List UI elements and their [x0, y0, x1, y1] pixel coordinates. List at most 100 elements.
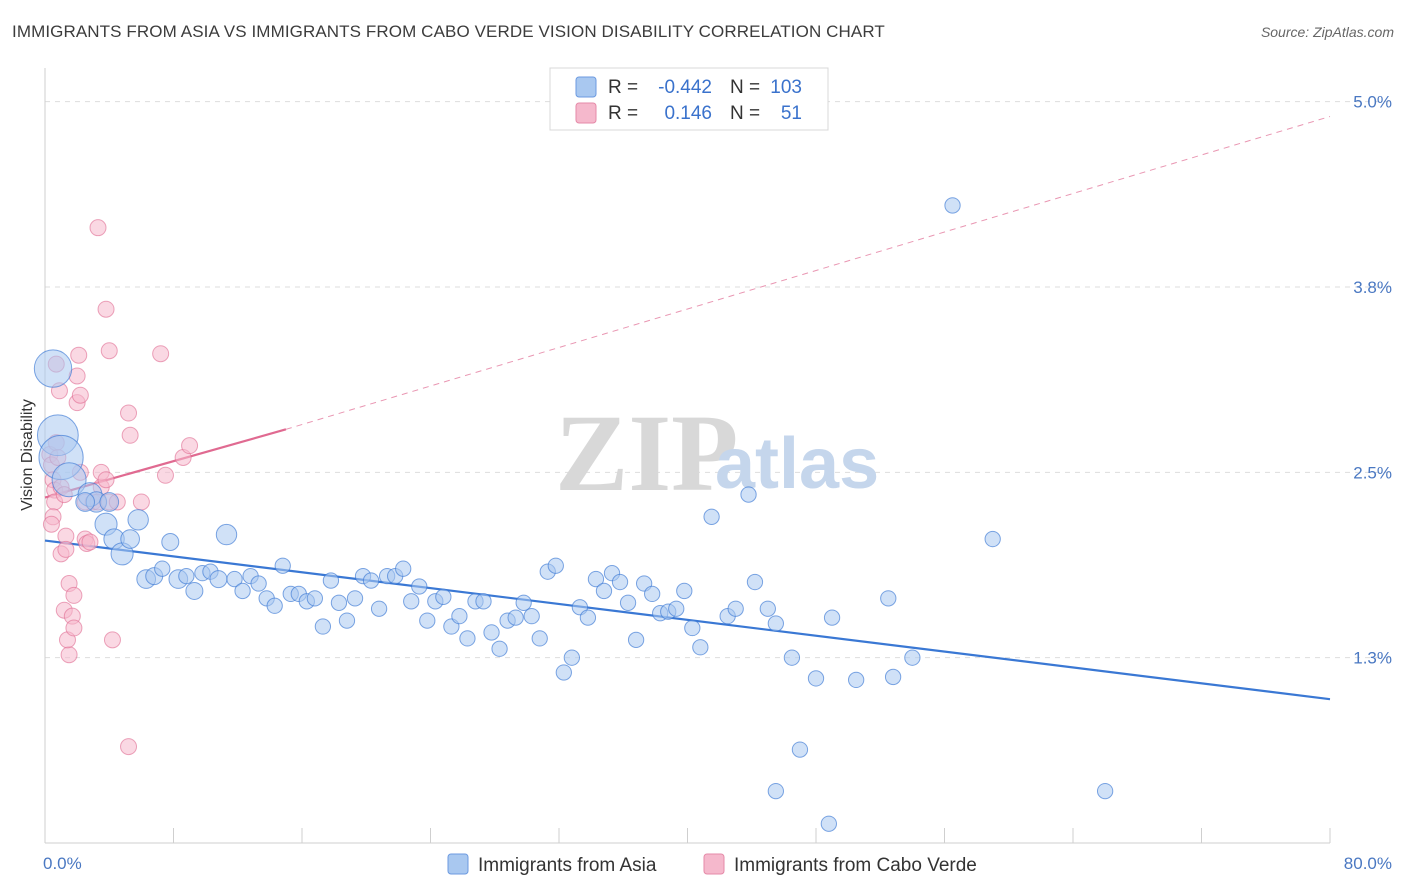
legend-n-label-1: N =	[730, 77, 760, 98]
asia-point	[884, 668, 902, 686]
asia-point	[459, 630, 476, 647]
asia-point	[419, 612, 436, 629]
source-label: Source:	[1260, 24, 1310, 40]
asia-point	[692, 639, 709, 656]
watermark-zip: ZIP	[555, 392, 738, 514]
legend-swatch-cabo	[575, 102, 597, 124]
asia-point	[491, 640, 508, 657]
legend-n-label-2: N =	[730, 103, 760, 124]
asia-point	[475, 593, 492, 610]
bottom-legend: Immigrants from Asia Immigrants from Cab…	[447, 853, 977, 876]
asia-trend-line	[44, 539, 1331, 701]
asia-point	[154, 560, 171, 577]
bottom-legend-swatch-cabo	[703, 853, 725, 875]
watermark: ZIP atlas	[555, 392, 879, 514]
legend: R = -0.442 N = 103 R = 0.146 N = 51	[549, 67, 829, 131]
asia-point	[215, 523, 238, 546]
asia-point	[547, 557, 564, 574]
asia-point	[346, 590, 364, 607]
asia-point	[611, 573, 629, 591]
asia-point	[226, 570, 243, 588]
tick-labels: 1.3% 2.5% 3.8% 5.0% 0.0% 80.0%	[43, 93, 1392, 873]
cabo-verde-point	[152, 345, 170, 363]
asia-point	[767, 782, 784, 800]
asia-point	[75, 492, 96, 512]
asia-point	[234, 582, 251, 600]
legend-n-value-2: 51	[781, 103, 802, 124]
cabo-verde-point	[121, 426, 139, 444]
cabo-verde-point	[103, 631, 121, 649]
asia-point	[370, 600, 388, 617]
asia-point	[411, 578, 428, 595]
asia-point	[306, 590, 324, 607]
legend-swatch-asia	[575, 76, 597, 98]
asia-point	[507, 609, 524, 626]
asia-point	[563, 649, 580, 666]
asia-point	[1096, 782, 1114, 800]
asia-point	[33, 349, 73, 388]
bottom-legend-label-asia: Immigrants from Asia	[478, 855, 657, 876]
asia-point	[703, 508, 720, 525]
asia-point	[322, 572, 340, 589]
asia-point	[807, 670, 825, 687]
asia-point	[250, 575, 267, 592]
asia-point	[676, 582, 693, 600]
x-tick-label: 0.0%	[43, 854, 82, 873]
asia-point	[266, 597, 283, 614]
legend-r-value-2: 0.146	[664, 103, 712, 124]
cabo-verde-point	[65, 619, 83, 637]
bottom-legend-label-cabo: Immigrants from Cabo Verde	[734, 855, 977, 876]
legend-r-label-1: R =	[608, 77, 638, 98]
asia-point	[783, 649, 801, 666]
asia-point	[848, 671, 865, 689]
asia-point	[314, 618, 332, 635]
cabo-verde-point	[97, 471, 115, 489]
asia-point	[209, 570, 228, 589]
x-tick-label: 80.0%	[1344, 854, 1392, 873]
asia-point	[619, 594, 637, 611]
asia-point	[820, 815, 837, 832]
asia-point	[823, 609, 841, 626]
asia-point	[161, 533, 180, 552]
asia-point	[51, 462, 87, 498]
cabo-verde-point	[42, 515, 60, 533]
asia-point	[759, 600, 776, 617]
asia-point	[178, 567, 195, 585]
asia-point	[362, 572, 380, 589]
watermark-atlas: atlas	[715, 424, 879, 504]
asia-point	[746, 573, 764, 591]
y-tick-label: 3.8%	[1353, 278, 1392, 297]
cabo-verde-trend-extension	[285, 116, 1331, 430]
asia-point	[185, 581, 204, 600]
legend-n-value-1: 103	[770, 77, 802, 98]
cabo-verde-point	[181, 437, 199, 455]
cabo-verde-point	[97, 300, 115, 318]
asia-point	[531, 630, 548, 647]
asia-point	[984, 530, 1001, 548]
source-credit: Source: ZipAtlas.com	[1261, 24, 1394, 40]
asia-point	[944, 197, 961, 214]
cabo-verde-point	[156, 466, 174, 484]
cabo-verde-point	[65, 586, 83, 604]
asia-point	[668, 600, 685, 617]
cabo-verde-point	[132, 493, 150, 511]
asia-point	[579, 609, 597, 626]
asia-point	[120, 529, 140, 549]
asia-point	[880, 590, 897, 607]
asia-point	[627, 631, 645, 649]
y-tick-label: 2.5%	[1353, 463, 1392, 482]
bottom-legend-swatch-asia	[447, 853, 469, 875]
asia-point	[767, 615, 784, 632]
asia-point	[523, 607, 540, 625]
cabo-verde-point	[120, 738, 138, 756]
asia-point	[595, 582, 613, 600]
chart-title: IMMIGRANTS FROM ASIA VS IMMIGRANTS FROM …	[12, 22, 885, 41]
cabo-verde-point	[57, 540, 75, 558]
y-tick-label: 1.3%	[1353, 649, 1392, 668]
source-value[interactable]: ZipAtlas.com	[1313, 24, 1394, 40]
asia-point	[791, 741, 809, 758]
asia-point	[727, 600, 744, 617]
asia-point	[127, 509, 149, 531]
asia-point	[435, 588, 452, 606]
